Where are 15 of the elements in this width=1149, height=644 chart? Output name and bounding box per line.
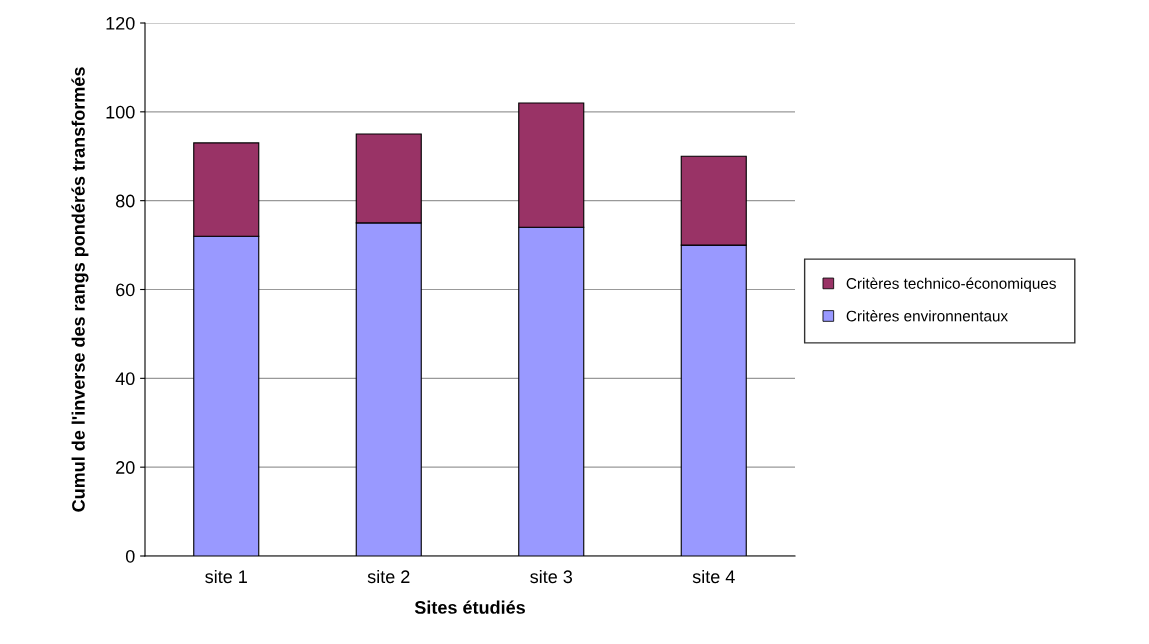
y-tick-label: 20 xyxy=(116,461,135,474)
y-tick-label: 0 xyxy=(125,549,135,563)
y-axis-title: Cumul de l'inverse des rangs pondérés transformés xyxy=(71,67,89,512)
x-tick-label: site 3 xyxy=(530,569,573,584)
y-tick-label: 60 xyxy=(116,283,135,297)
x-tick-label: site 1 xyxy=(205,569,247,584)
x-tick-label: site 4 xyxy=(692,569,735,584)
y-tick-label: 120 xyxy=(106,16,135,30)
y-tick-label: 100 xyxy=(106,105,135,119)
legend-label: Critères environnentaux xyxy=(846,310,1008,322)
legend-label: Critères technico-économiques xyxy=(846,277,1056,292)
y-tick-label: 80 xyxy=(115,194,135,208)
x-tick-label: site 2 xyxy=(367,569,410,584)
y-tick-label: 40 xyxy=(115,372,135,386)
x-axis-title: Sites étudiés xyxy=(414,600,525,614)
